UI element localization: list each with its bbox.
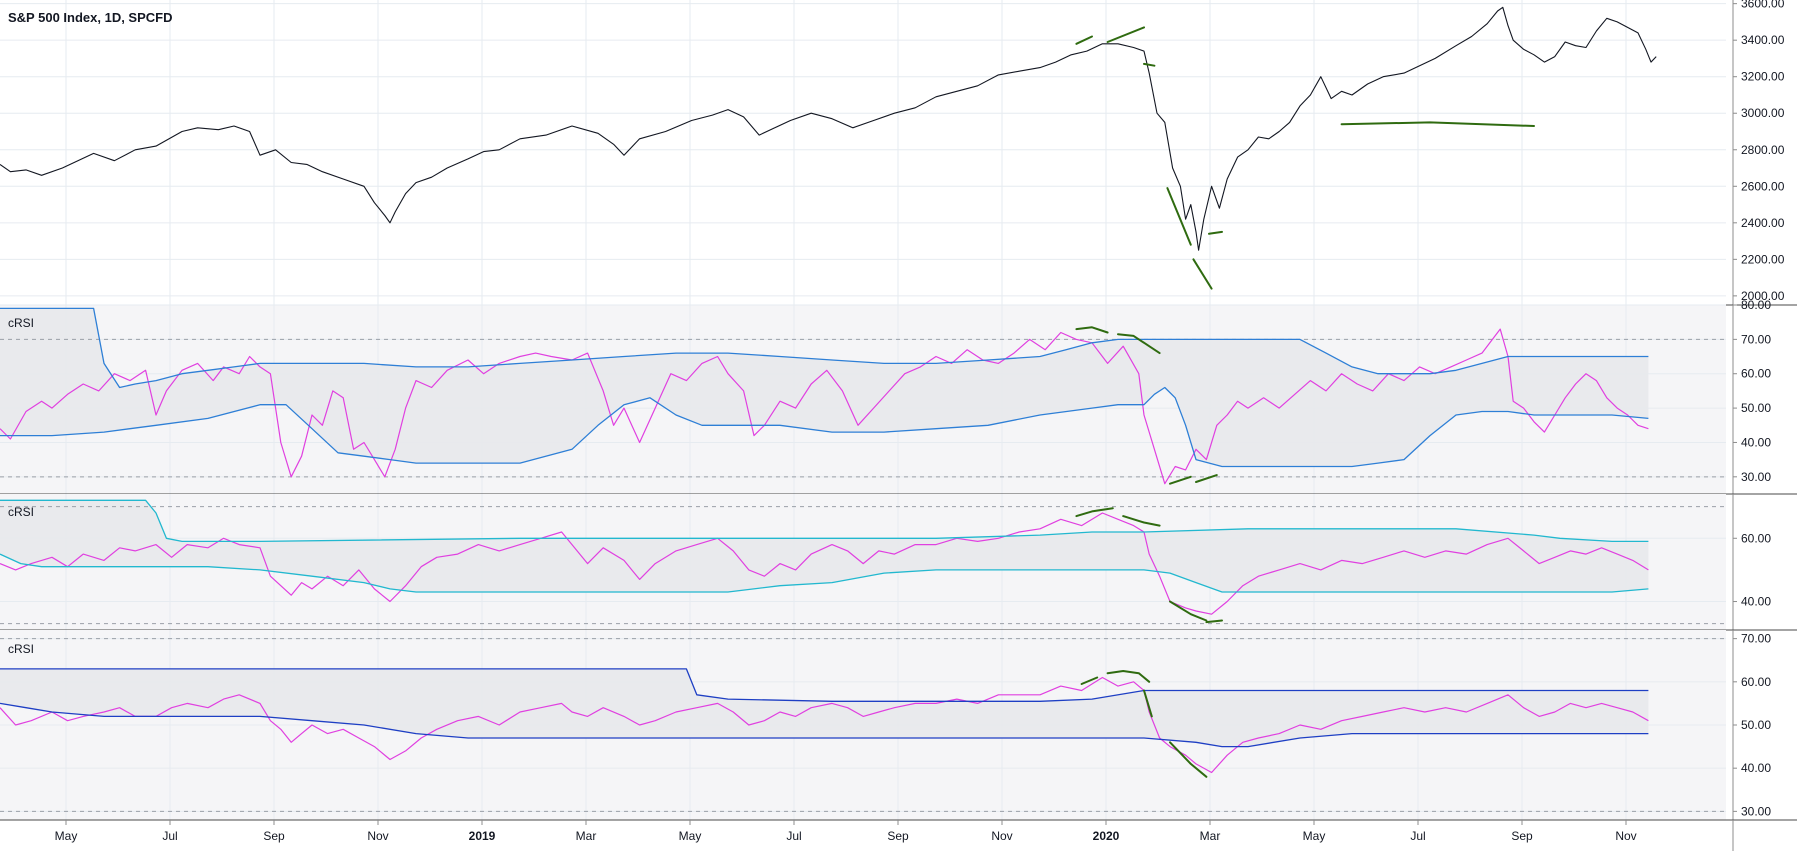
- pane-1-ytick-label-5: 80.00: [1741, 298, 1771, 312]
- pane-1-band-fill: [0, 308, 1649, 467]
- pane-3-annotation-3[interactable]: [1169, 741, 1208, 778]
- x-tick-label-9: Nov: [991, 829, 1012, 843]
- pane-1-ytick-label-3: 60.00: [1741, 367, 1771, 381]
- pane-3-annotation-2[interactable]: [1143, 689, 1153, 718]
- x-tick-label-12: May: [1303, 829, 1326, 843]
- pane-1-ytick-label-2: 50.00: [1741, 401, 1771, 415]
- pane-0-ytick-label-3: 2600.00: [1741, 179, 1785, 193]
- pane-1-series-lower-band: [0, 386, 1649, 468]
- pane-0-background: [0, 0, 1726, 305]
- pane-3-ytick-label-2: 50.00: [1741, 718, 1771, 732]
- pane-1-ytick-label-4: 70.00: [1741, 332, 1771, 346]
- pane-3-annotation-1[interactable]: [1106, 670, 1151, 683]
- pane-2-label: cRSI: [8, 505, 34, 519]
- pane-1-annotation-1[interactable]: [1117, 333, 1161, 355]
- pane-1-annotation-2[interactable]: [1169, 475, 1192, 485]
- pane-1-ytick-label-1: 40.00: [1741, 435, 1771, 449]
- pane-2-series-upper-band: [0, 499, 1649, 543]
- pane-3-ytick-label-1: 40.00: [1741, 761, 1771, 775]
- pane-0-annotation-6[interactable]: [1340, 121, 1535, 127]
- pane-3-annotation-0[interactable]: [1080, 676, 1099, 685]
- pane-0-annotation-5[interactable]: [1208, 230, 1223, 235]
- pane-0-ytick-label-2: 2400.00: [1741, 216, 1785, 230]
- pane-2-ytick-label-1: 60.00: [1741, 531, 1771, 545]
- pane-2-annotation-2[interactable]: [1169, 600, 1208, 622]
- pane-0-ytick-label-1: 2200.00: [1741, 252, 1785, 266]
- x-tick-label-1: Jul: [162, 829, 177, 843]
- pane-1-series-upper-band: [0, 307, 1649, 389]
- pane-2-series-crsi: [0, 512, 1649, 615]
- pane-1-ytick-label-0: 30.00: [1741, 470, 1771, 484]
- chart-title: S&P 500 Index, 1D, SPCFD: [8, 10, 173, 25]
- pane-2-annotation-3[interactable]: [1205, 619, 1223, 624]
- x-tick-label-13: Jul: [1410, 829, 1425, 843]
- x-tick-label-15: Nov: [1615, 829, 1636, 843]
- x-tick-label-0: May: [55, 829, 78, 843]
- pane-0-ytick-label-5: 3000.00: [1741, 106, 1785, 120]
- x-tick-label-8: Sep: [887, 829, 909, 843]
- pane-0-ytick-label-8: 3600.00: [1741, 0, 1785, 11]
- x-tick-label-10: 2020: [1093, 829, 1120, 843]
- pane-2-annotation-1[interactable]: [1122, 515, 1161, 527]
- pane-0-ytick-label-7: 3400.00: [1741, 33, 1785, 47]
- pane-3-series-upper-band: [0, 668, 1649, 702]
- pane-0-annotation-1[interactable]: [1106, 26, 1145, 43]
- x-axis-background: [0, 820, 1797, 851]
- pane-2-series-lower-band: [0, 553, 1649, 593]
- pane-1-label: cRSI: [8, 316, 34, 330]
- pane-0-ytick-label-6: 3200.00: [1741, 70, 1785, 84]
- pane-0-annotation-3[interactable]: [1166, 187, 1192, 246]
- pane-1-series-crsi: [0, 328, 1649, 485]
- x-tick-label-3: Nov: [367, 829, 388, 843]
- pane-0-annotation-4[interactable]: [1192, 258, 1213, 290]
- pane-3-ytick-label-0: 30.00: [1741, 804, 1771, 818]
- x-tick-label-11: Mar: [1200, 829, 1221, 843]
- pane-3-ytick-label-4: 70.00: [1741, 632, 1771, 646]
- pane-3-ytick-label-3: 60.00: [1741, 675, 1771, 689]
- x-tick-label-2: Sep: [263, 829, 285, 843]
- pane-3-series-lower-band: [0, 702, 1649, 748]
- pane-2-band-fill: [0, 500, 1649, 593]
- x-tick-label-14: Sep: [1511, 829, 1533, 843]
- x-tick-label-7: Jul: [786, 829, 801, 843]
- pane-0-ytick-label-4: 2800.00: [1741, 143, 1785, 157]
- x-tick-label-6: May: [679, 829, 702, 843]
- pane-2-annotation-0[interactable]: [1075, 507, 1114, 518]
- pane-2-ytick-label-0: 40.00: [1741, 595, 1771, 609]
- pane-1-annotation-0[interactable]: [1075, 326, 1109, 334]
- pane-3-series-crsi: [0, 676, 1649, 774]
- x-tick-label-4: 2019: [469, 829, 496, 843]
- pane-0-annotation-0[interactable]: [1075, 35, 1093, 45]
- pane-3-label: cRSI: [8, 642, 34, 656]
- pane-3-band-fill: [0, 668, 1649, 747]
- pane-0-ytick-label-0: 2000.00: [1741, 289, 1785, 303]
- pane-0-series-s&p-500: [0, 6, 1657, 251]
- pane-0-annotation-2[interactable]: [1143, 62, 1156, 67]
- pane-1-annotation-3[interactable]: [1195, 474, 1218, 483]
- x-tick-label-5: Mar: [576, 829, 597, 843]
